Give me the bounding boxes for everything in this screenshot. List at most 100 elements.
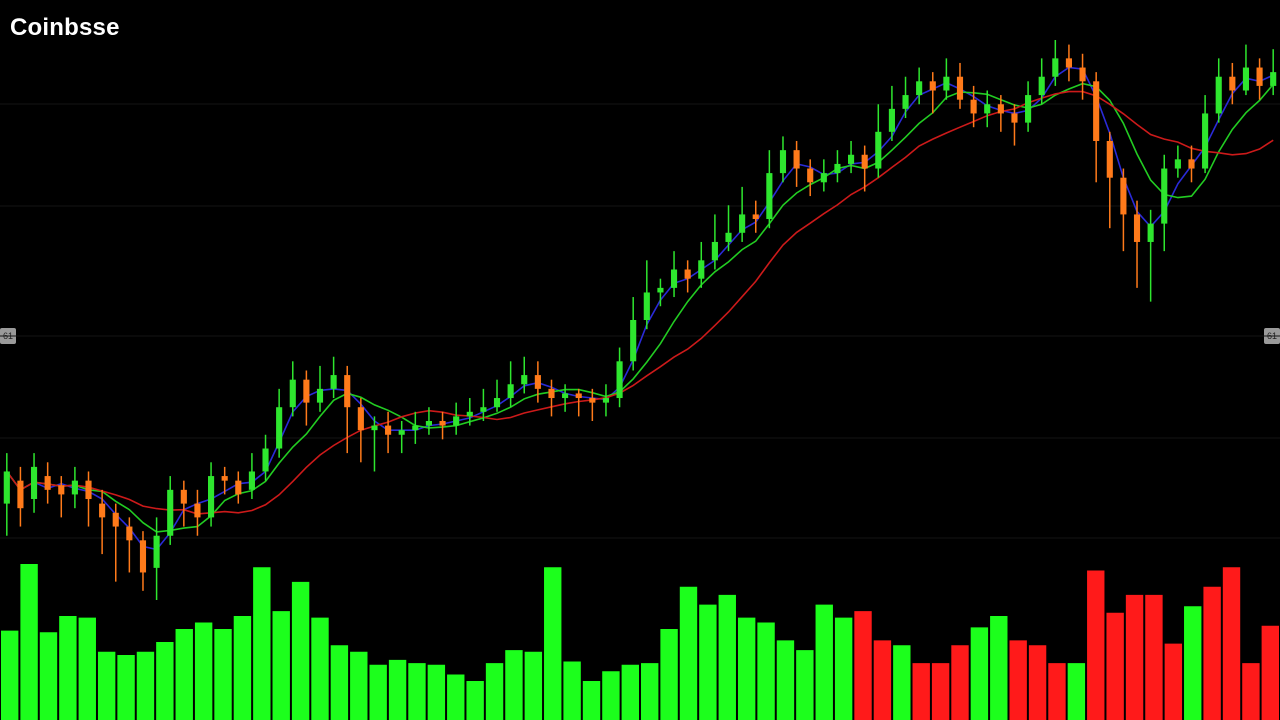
volume-bar — [796, 650, 814, 720]
candle-body — [984, 104, 991, 114]
volume-bar — [970, 627, 989, 720]
volume-bar — [737, 617, 756, 720]
volume-bar — [427, 664, 446, 720]
candle-body — [793, 150, 800, 169]
volume-bar — [1242, 663, 1260, 720]
candle-body — [425, 420, 432, 426]
volume-bar — [388, 659, 407, 720]
candle-body — [970, 99, 977, 114]
volume-bar — [1184, 606, 1202, 720]
volume-bar — [660, 629, 678, 720]
volume-bar — [582, 681, 601, 720]
volume-bar — [1067, 663, 1086, 720]
volume-bar — [214, 629, 232, 720]
volume-bar — [78, 617, 96, 720]
candle-body — [956, 76, 964, 100]
volume-bar — [1164, 643, 1183, 720]
candle-body — [739, 214, 746, 233]
candle-body — [221, 476, 228, 481]
candle-body — [3, 471, 10, 504]
candle-body — [357, 407, 364, 431]
volume-bar — [156, 642, 174, 720]
candle-body — [1270, 72, 1277, 86]
volume-bar — [311, 617, 329, 720]
volume-bar — [117, 655, 135, 720]
candle-body — [507, 384, 514, 399]
candle-body — [1106, 140, 1113, 178]
candle-body — [1188, 159, 1195, 169]
candle-body — [30, 466, 38, 500]
candle-body — [1147, 223, 1154, 242]
candle-body — [371, 425, 378, 431]
candle-body — [630, 320, 637, 362]
candle-body — [248, 471, 255, 490]
candle-body — [929, 81, 936, 91]
volume-bar — [447, 674, 465, 720]
volume-bar — [20, 564, 38, 720]
candle-body — [126, 526, 133, 541]
candle-body — [888, 108, 895, 132]
volume-bar — [621, 664, 639, 720]
volume-bar — [815, 604, 833, 720]
candle-body — [902, 95, 909, 109]
candle-body — [1120, 177, 1127, 215]
candle-body — [1093, 81, 1100, 141]
candle-body — [1052, 58, 1059, 77]
candle-body — [725, 232, 732, 242]
candle-body — [1011, 113, 1018, 123]
moving-averages — [6, 66, 1274, 551]
volume-bar — [175, 629, 193, 720]
candle-body — [1229, 76, 1236, 91]
candle-body — [385, 425, 392, 435]
candle-body — [480, 407, 487, 412]
candle-body — [534, 375, 541, 389]
volume-bar — [369, 664, 387, 720]
volume-bar — [291, 581, 310, 720]
candle-body — [453, 416, 460, 426]
candle-body — [875, 131, 882, 169]
candle-body — [521, 375, 528, 385]
candle-body — [616, 361, 623, 399]
candle-body — [1215, 76, 1222, 114]
volume-bar — [679, 586, 698, 720]
candle-body — [276, 407, 283, 449]
volume-bar — [776, 640, 795, 720]
volume-bar — [1222, 567, 1241, 720]
candle-body — [493, 398, 501, 408]
candle-body — [643, 292, 650, 320]
candle-body — [303, 379, 310, 403]
candle-body — [1256, 67, 1263, 86]
candle-body — [167, 489, 174, 536]
volume-bar — [39, 632, 58, 720]
volume-bar — [97, 651, 116, 720]
volume-bar — [544, 567, 562, 720]
candle-body — [1065, 58, 1072, 68]
volume-bar — [834, 617, 853, 720]
volume-bar — [1203, 586, 1221, 720]
candle-body — [589, 398, 596, 403]
volume-bar — [233, 616, 252, 720]
candle-body — [1174, 159, 1181, 169]
volume-bar — [757, 622, 775, 720]
candle-body — [194, 503, 201, 518]
candle-body — [1038, 76, 1045, 96]
candle-body — [834, 163, 841, 174]
candle-body — [916, 81, 923, 96]
candle-body — [330, 375, 337, 389]
candle-body — [344, 375, 351, 408]
candle-body — [153, 535, 160, 568]
candle-body — [112, 512, 119, 527]
candle-body — [711, 241, 718, 261]
volume-bar — [1087, 570, 1105, 720]
candle-body — [58, 485, 65, 495]
volume-bar — [1145, 594, 1163, 720]
volume-bar — [253, 567, 271, 720]
candle-body — [861, 154, 868, 169]
ma-mid-line — [6, 82, 1274, 533]
candle-body — [466, 411, 473, 417]
candle-body — [139, 540, 147, 573]
app-logo: Coinbsse — [10, 14, 120, 41]
candle-body — [412, 425, 419, 431]
candle-body — [657, 287, 664, 293]
